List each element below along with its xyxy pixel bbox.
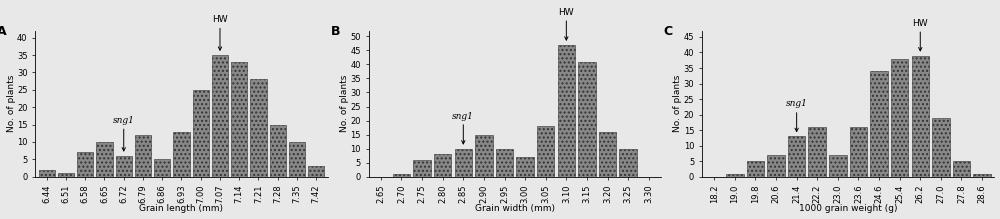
Bar bbox=[973, 174, 991, 177]
Bar bbox=[578, 62, 596, 177]
Bar bbox=[96, 142, 113, 177]
Bar bbox=[767, 155, 785, 177]
Bar bbox=[932, 118, 950, 177]
Bar bbox=[619, 149, 637, 177]
Bar bbox=[193, 90, 209, 177]
Text: HW: HW bbox=[912, 19, 928, 28]
Bar bbox=[135, 135, 151, 177]
Bar bbox=[250, 79, 267, 177]
Bar bbox=[599, 132, 616, 177]
Text: sng1: sng1 bbox=[113, 116, 135, 125]
Bar bbox=[116, 156, 132, 177]
Bar bbox=[726, 174, 744, 177]
Bar bbox=[455, 149, 472, 177]
X-axis label: Grain length (mm): Grain length (mm) bbox=[139, 205, 223, 214]
Bar bbox=[77, 152, 93, 177]
Bar bbox=[289, 142, 305, 177]
Bar bbox=[891, 59, 908, 177]
Bar bbox=[231, 62, 247, 177]
Bar bbox=[850, 127, 867, 177]
Bar bbox=[475, 135, 493, 177]
Text: sng1: sng1 bbox=[786, 99, 808, 108]
Bar bbox=[413, 160, 431, 177]
Bar bbox=[308, 166, 324, 177]
Bar bbox=[270, 125, 286, 177]
Bar bbox=[212, 55, 228, 177]
Bar bbox=[537, 126, 554, 177]
Text: B: B bbox=[330, 25, 340, 38]
Bar bbox=[747, 161, 764, 177]
Text: C: C bbox=[664, 25, 673, 38]
Y-axis label: No. of plants: No. of plants bbox=[673, 75, 682, 132]
Bar bbox=[788, 136, 805, 177]
Text: HW: HW bbox=[559, 8, 574, 17]
Bar bbox=[912, 56, 929, 177]
Bar bbox=[154, 159, 170, 177]
Bar bbox=[558, 45, 575, 177]
X-axis label: 1000 grain weight (g): 1000 grain weight (g) bbox=[799, 204, 897, 213]
Text: sng1: sng1 bbox=[452, 111, 474, 120]
Text: A: A bbox=[0, 25, 7, 38]
X-axis label: Grain width (mm): Grain width (mm) bbox=[475, 204, 555, 213]
Y-axis label: No. of plants: No. of plants bbox=[7, 75, 16, 132]
Bar bbox=[808, 127, 826, 177]
Bar bbox=[870, 71, 888, 177]
Bar bbox=[496, 149, 513, 177]
Bar bbox=[39, 170, 55, 177]
Bar bbox=[58, 173, 74, 177]
Bar bbox=[393, 174, 410, 177]
Y-axis label: No. of plants: No. of plants bbox=[340, 75, 349, 132]
Text: HW: HW bbox=[212, 15, 228, 24]
Bar bbox=[829, 155, 847, 177]
Bar bbox=[516, 157, 534, 177]
Bar bbox=[434, 154, 451, 177]
Bar bbox=[173, 131, 190, 177]
Bar bbox=[953, 161, 970, 177]
